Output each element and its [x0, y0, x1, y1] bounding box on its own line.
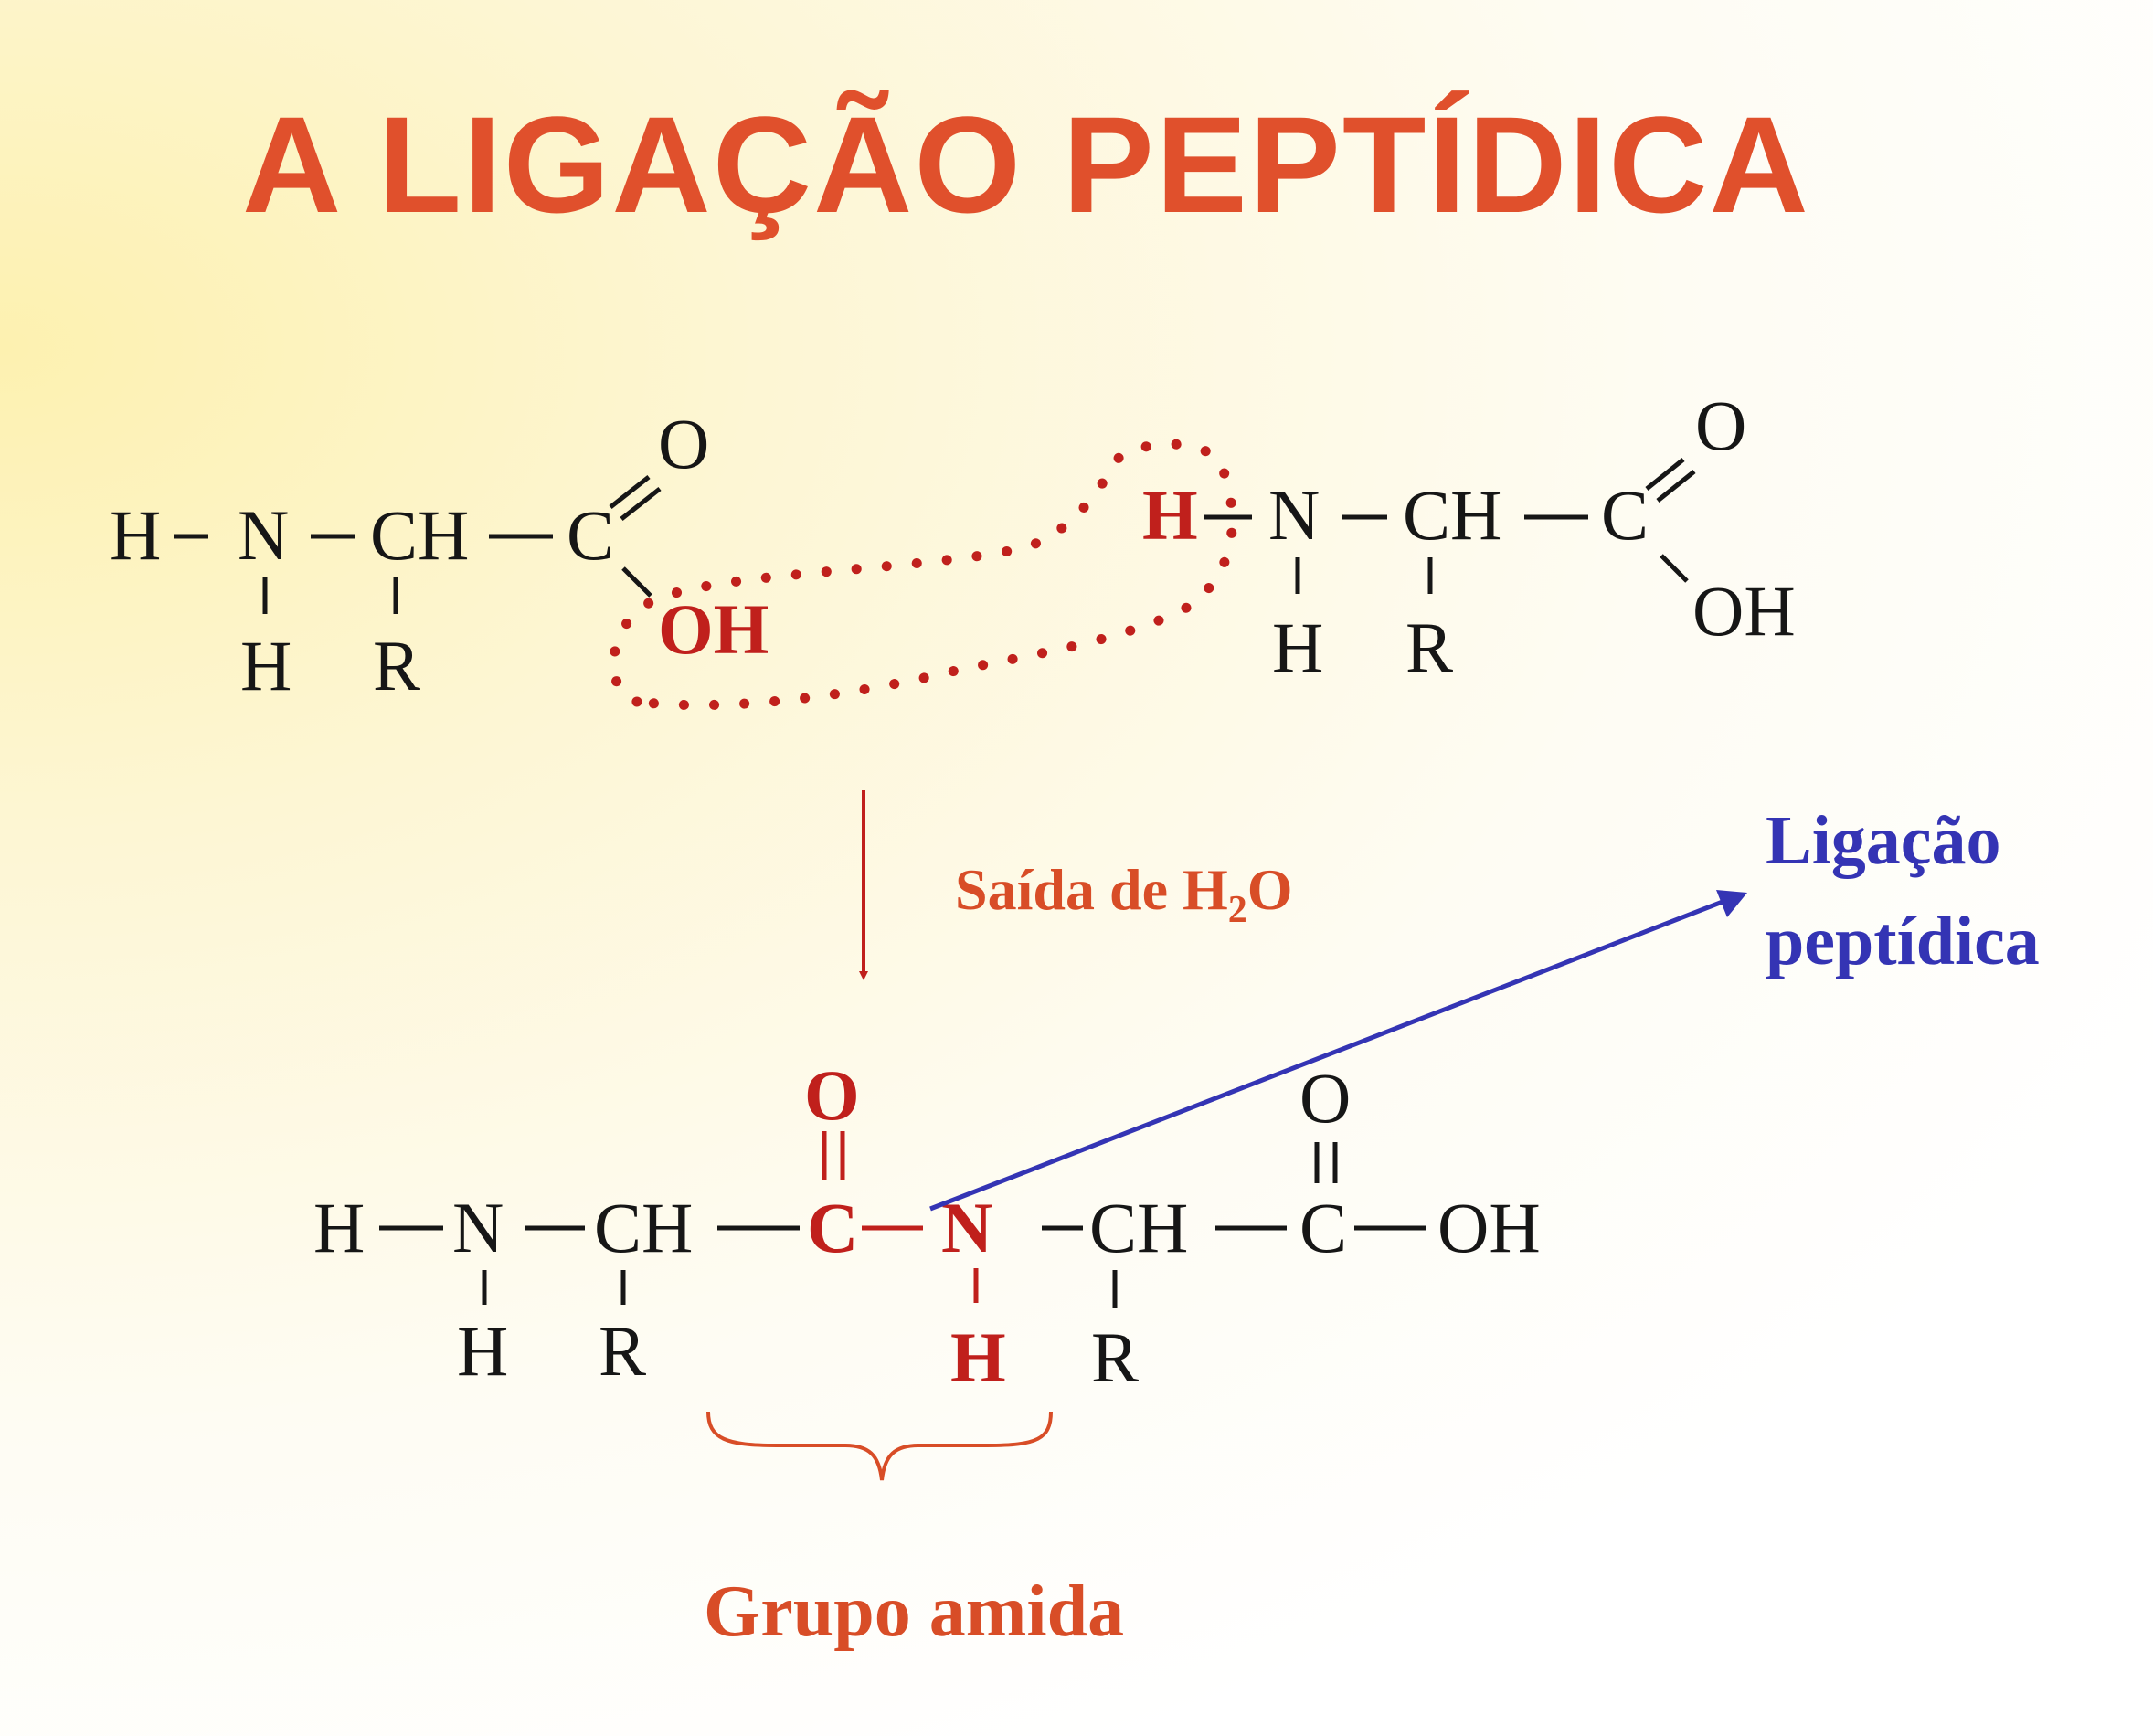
p-h-below-n1: H — [457, 1311, 508, 1391]
peptide-bond-arrow-head — [1716, 890, 1747, 917]
p-r1: R — [599, 1311, 646, 1391]
p-n1: N — [452, 1188, 504, 1267]
r2-o-double: O — [1695, 386, 1746, 465]
peptide-bond-label-line1: Ligação — [1766, 802, 2001, 879]
p-ch1: CH — [594, 1188, 693, 1267]
r1-ch: CH — [370, 495, 469, 575]
amide-group-label: Grupo amida — [704, 1572, 1124, 1652]
r2-n: N — [1268, 475, 1320, 555]
water-loss-dotted-outline — [609, 439, 1237, 711]
p-r2: R — [1091, 1318, 1139, 1397]
r2-h-leaving: H — [1142, 475, 1198, 555]
r1-oh-leaving: OH — [658, 589, 769, 669]
p-o2: O — [1299, 1058, 1351, 1138]
r2-oh: OH — [1692, 571, 1796, 651]
amide-group-callout: Grupo amida — [704, 1411, 1124, 1652]
p-oh: OH — [1437, 1188, 1541, 1267]
p-c-amide: C — [807, 1188, 858, 1267]
amide-group-brace — [706, 1411, 1053, 1481]
r1-h-left: H — [110, 495, 161, 575]
peptide-bond-label-line2: peptídica — [1766, 903, 2040, 979]
r2-c: C — [1601, 475, 1649, 555]
reactant-amino-acid-1: H N CH C O OH H R — [110, 404, 769, 705]
r2-h-below-n: H — [1272, 608, 1323, 687]
reaction-label: Saída de H2O — [955, 857, 1293, 931]
r1-c: C — [567, 495, 614, 575]
r2-r: R — [1405, 608, 1453, 687]
page-title: A LIGAÇÃO PEPTÍDICA — [242, 88, 1810, 241]
r1-o-double: O — [658, 404, 709, 483]
reaction-step: Saída de H2O — [859, 790, 1293, 980]
p-ch2: CH — [1089, 1188, 1188, 1267]
p-c2: C — [1299, 1188, 1347, 1267]
peptide-bond-callout: Ligação peptídica — [929, 802, 2040, 1212]
r1-h-below-n: H — [240, 626, 292, 705]
peptide-bond-arrow-line — [929, 897, 1728, 1212]
r1-r: R — [373, 626, 420, 705]
product-dipeptide: H N CH C O N H CH C O OH H R R — [313, 1055, 1541, 1397]
p-h-amide: H — [950, 1318, 1006, 1397]
r2-ch: CH — [1403, 475, 1501, 555]
reactant-amino-acid-2: H N CH C O OH H R — [1142, 386, 1796, 687]
r1-n: N — [238, 495, 289, 575]
p-o-amide: O — [804, 1055, 860, 1135]
p-h-left: H — [313, 1188, 365, 1267]
